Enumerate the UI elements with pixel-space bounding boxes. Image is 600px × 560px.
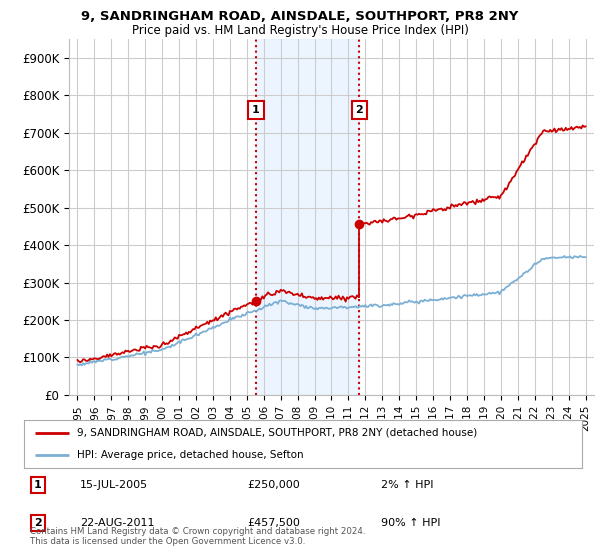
Text: 2: 2 xyxy=(34,518,42,528)
Bar xyxy=(256,39,359,395)
Text: 2: 2 xyxy=(355,105,363,115)
Text: 1: 1 xyxy=(252,105,260,115)
Text: 2% ↑ HPI: 2% ↑ HPI xyxy=(381,480,434,490)
Text: 9, SANDRINGHAM ROAD, AINSDALE, SOUTHPORT, PR8 2NY (detached house): 9, SANDRINGHAM ROAD, AINSDALE, SOUTHPORT… xyxy=(77,428,477,438)
Text: Contains HM Land Registry data © Crown copyright and database right 2024.
This d: Contains HM Land Registry data © Crown c… xyxy=(30,526,365,546)
Text: Price paid vs. HM Land Registry's House Price Index (HPI): Price paid vs. HM Land Registry's House … xyxy=(131,24,469,36)
Text: 15-JUL-2005: 15-JUL-2005 xyxy=(80,480,148,490)
Text: 90% ↑ HPI: 90% ↑ HPI xyxy=(381,518,440,528)
Text: 22-AUG-2011: 22-AUG-2011 xyxy=(80,518,154,528)
Text: 1: 1 xyxy=(34,480,42,490)
Text: £457,500: £457,500 xyxy=(247,518,300,528)
Text: £250,000: £250,000 xyxy=(247,480,300,490)
Text: 9, SANDRINGHAM ROAD, AINSDALE, SOUTHPORT, PR8 2NY: 9, SANDRINGHAM ROAD, AINSDALE, SOUTHPORT… xyxy=(82,10,518,23)
Text: HPI: Average price, detached house, Sefton: HPI: Average price, detached house, Seft… xyxy=(77,450,304,460)
